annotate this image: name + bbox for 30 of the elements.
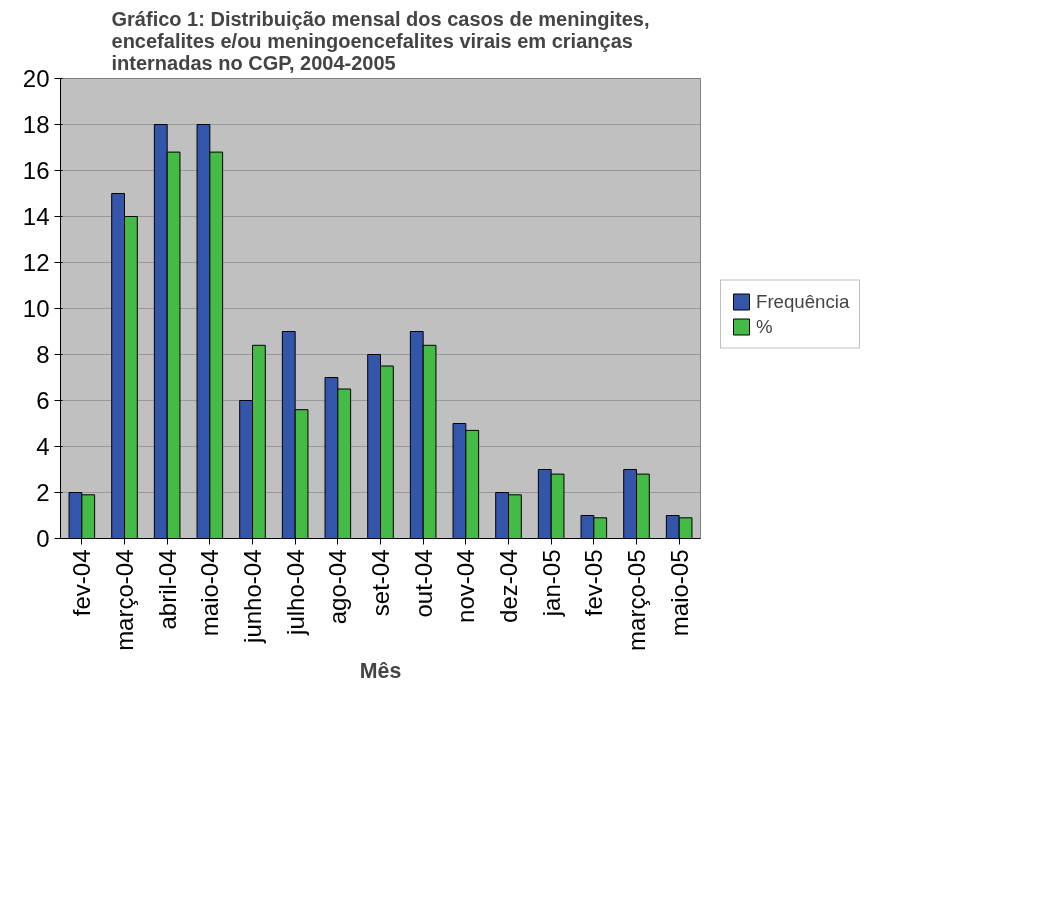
chart-title: Gráfico 1: Distribuição mensal dos casos de meningites, encefalites e/ou meningoencefalites virais em crianças internadas no CGP, 2004-2005	[111, 7, 650, 74]
legend-label: %	[756, 315, 774, 338]
x-tick-label: março-04	[111, 549, 138, 651]
y-tick-label: 0	[36, 525, 50, 552]
x-tick-label: março-05	[623, 549, 650, 651]
x-tick-label: fev-05	[580, 549, 608, 617]
x-tick-label: jan-05	[537, 549, 565, 618]
x-tick-label: junho-04	[239, 549, 266, 644]
x-tick-label: julho-04	[281, 549, 309, 636]
x-tick-label: fev-04	[68, 549, 96, 617]
y-tick-label: 2	[36, 479, 50, 506]
y-tick-label: 10	[22, 295, 50, 322]
y-tick-label: 18	[22, 111, 50, 138]
x-tick-label: maio-04	[196, 549, 224, 637]
x-tick-label: dez-04	[495, 549, 522, 623]
y-tick-label: 16	[22, 157, 50, 184]
x-tick-label: ago-04	[324, 549, 352, 625]
x-axis-title: Mês	[359, 658, 402, 683]
legend-label: Frequência	[756, 290, 850, 313]
y-tick-label: 8	[36, 341, 50, 368]
x-tick-label: abril-04	[153, 549, 181, 630]
x-tick-label: out-04	[409, 549, 437, 618]
y-tick-label: 4	[36, 433, 50, 460]
x-tick-label: maio-05	[665, 549, 693, 637]
y-tick-label: 14	[22, 203, 50, 230]
x-tick-label: nov-04	[452, 549, 480, 623]
x-tick-label: set-04	[367, 549, 394, 617]
y-tick-label: 6	[36, 387, 50, 414]
y-tick-label: 12	[22, 249, 50, 276]
y-tick-label: 20	[22, 65, 50, 92]
